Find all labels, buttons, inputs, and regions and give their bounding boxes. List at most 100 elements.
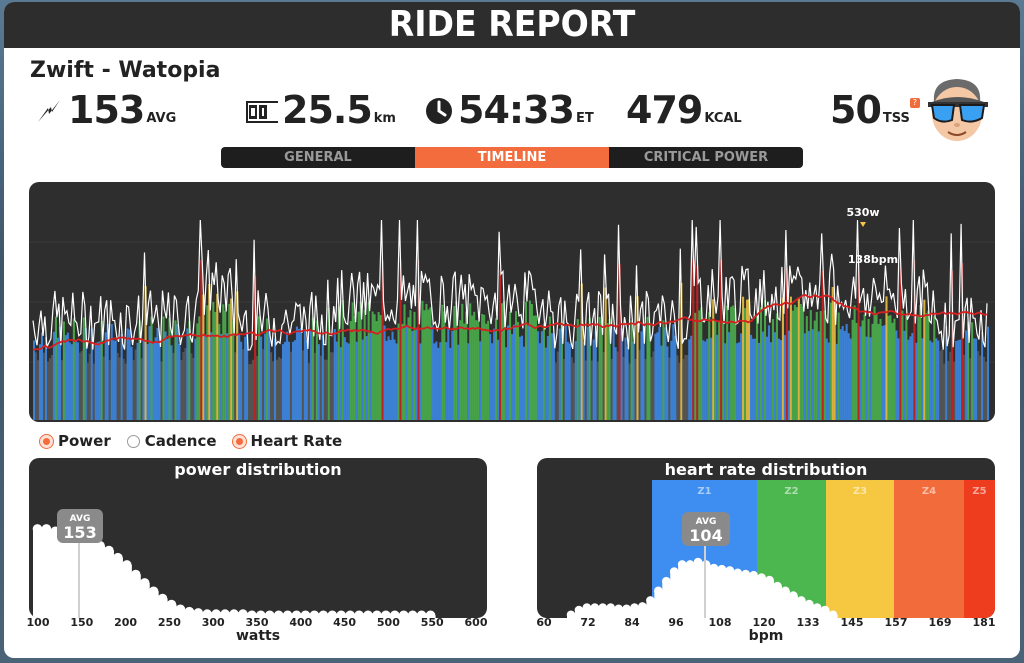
power-sample-bar	[477, 320, 480, 420]
power-sample-bar	[128, 329, 131, 420]
power-sample-bar	[518, 336, 522, 420]
power-sample-bar	[435, 341, 438, 420]
distribution-bar-cap	[781, 586, 790, 596]
power-sample-bar	[220, 334, 223, 420]
hr-zone-label: Z4	[922, 486, 936, 497]
power-sample-bar	[644, 358, 647, 420]
power-sample-bar	[596, 361, 599, 420]
power-sample-bar	[801, 306, 804, 420]
power-sample-bar	[863, 314, 866, 420]
power-sample-bar	[881, 325, 884, 420]
power-sample-bar	[662, 320, 665, 420]
power-sample-bar	[48, 358, 52, 420]
timeline-plot: 530w 138bpm	[29, 206, 995, 420]
power-sample-bar	[977, 351, 980, 420]
power-sample-bar	[60, 360, 63, 420]
timeline-chart[interactable]: 530w 138bpm	[29, 182, 995, 422]
distribution-bar-cap	[741, 569, 750, 579]
power-sample-bar	[849, 338, 852, 420]
power-sample-bar	[52, 331, 56, 420]
ride-name: Zwift - Watopia	[30, 58, 221, 83]
power-sample-bar	[640, 331, 643, 420]
power-sample-bar	[138, 320, 141, 420]
x-tick-label: 550	[420, 616, 444, 629]
power-sample-bar	[507, 325, 510, 420]
power-sample-bar	[839, 329, 842, 420]
radio-icon	[40, 434, 53, 448]
power-sample-bar	[427, 309, 430, 420]
distribution-bar-cap	[598, 603, 608, 612]
power-sample-bar	[761, 331, 765, 420]
distribution-bar-cap	[175, 604, 186, 615]
power-sample-bar	[742, 296, 745, 420]
distribution-bar	[590, 607, 600, 618]
distribution-bar	[733, 572, 743, 618]
legend-cadence[interactable]: Cadence	[126, 432, 217, 450]
distribution-bar	[167, 604, 177, 618]
distribution-bar	[757, 577, 767, 618]
power-sample-bar	[361, 339, 364, 420]
tab-critical-power[interactable]: CRITICAL POWER	[609, 147, 803, 168]
legend-heart-rate[interactable]: Heart Rate	[232, 432, 342, 450]
power-sample-bar	[248, 363, 251, 420]
power-sample-bar	[333, 328, 336, 420]
power-sample-bar	[562, 359, 565, 420]
power-sample-bar	[457, 344, 460, 420]
power-sample-bar	[339, 347, 342, 420]
tss-help-icon[interactable]: ?	[909, 98, 920, 108]
power-sample-bar	[256, 355, 259, 420]
power-sample-bar	[789, 296, 792, 420]
distribution-bar-cap	[820, 605, 830, 615]
hr-zone-band	[964, 480, 995, 618]
power-sample-bar	[726, 305, 729, 420]
power-sample-bar	[260, 336, 263, 420]
power-sample-bar	[58, 326, 61, 420]
power-sample-bar	[815, 311, 818, 420]
distribution-bar-cap	[574, 605, 584, 615]
distribution-bar-cap	[709, 563, 719, 573]
power-sample-bar	[626, 346, 629, 420]
power-sample-bar	[751, 338, 755, 420]
power-sample-bar	[600, 320, 603, 420]
distribution-bar	[582, 607, 592, 618]
tab-timeline[interactable]: TIMELINE	[415, 147, 609, 168]
power-sample-bar	[50, 354, 54, 420]
power-sample-bar	[680, 282, 683, 420]
power-sample-bar	[78, 352, 81, 420]
distribution-bar	[773, 585, 783, 618]
power-sample-bar	[592, 339, 595, 420]
hr-zone-label: Z3	[853, 486, 867, 497]
power-sample-bar	[777, 338, 780, 420]
hr-zone-band	[894, 480, 964, 618]
distribution-bar	[614, 608, 624, 618]
power-sample-bar	[520, 335, 524, 420]
power-sample-bar	[678, 363, 681, 420]
distribution-bar-cap	[812, 603, 822, 612]
power-sample-bar	[636, 296, 639, 420]
power-sample-bar	[146, 344, 149, 420]
power-sample-bar	[505, 347, 508, 420]
power-sample-bar	[927, 310, 930, 420]
legend-power[interactable]: Power	[40, 432, 111, 450]
power-sample-bar	[164, 331, 167, 420]
power-sample-bar	[674, 335, 677, 420]
power-sample-bar	[423, 310, 426, 420]
power-sample-bar	[831, 287, 834, 420]
power-sample-bar	[899, 266, 902, 420]
power-sample-bar	[299, 327, 302, 420]
power-sample-bar	[335, 341, 338, 420]
avg-badge-value: 104	[689, 526, 722, 545]
power-sample-bar	[692, 260, 695, 420]
radio-icon	[232, 434, 246, 448]
distribution-bar-cap	[646, 596, 655, 605]
power-sample-bar	[64, 335, 67, 420]
power-sample-bar	[893, 318, 896, 420]
power-sample-bar	[36, 360, 40, 420]
power-sample-bar	[771, 319, 775, 420]
power-sample-bar	[413, 311, 416, 420]
power-sample-bar	[246, 332, 249, 420]
tab-general[interactable]: GENERAL	[221, 147, 415, 168]
report-tabs: GENERAL TIMELINE CRITICAL POWER	[221, 147, 803, 168]
power-sample-bar	[957, 340, 960, 420]
power-sample-bar	[676, 355, 679, 420]
